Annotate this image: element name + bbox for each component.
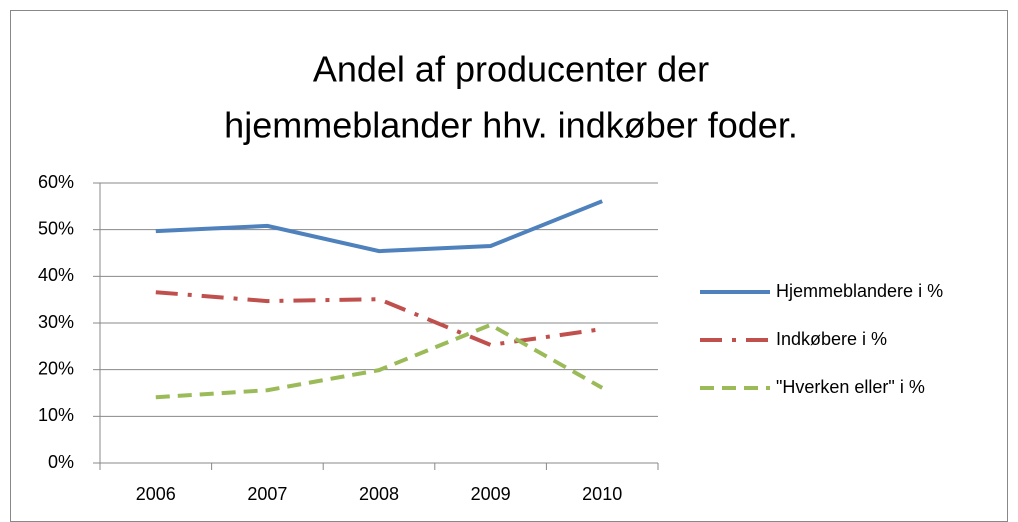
x-tick-label: 2010 bbox=[582, 484, 622, 504]
legend-label: Hjemmeblandere i % bbox=[776, 281, 943, 301]
x-tick-label: 2007 bbox=[247, 484, 287, 504]
data-line bbox=[155, 199, 603, 254]
chart-title: Andel af producenter der bbox=[313, 49, 709, 90]
x-tick-label: 2006 bbox=[136, 484, 176, 504]
y-tick-label: 10% bbox=[38, 405, 74, 425]
data-line bbox=[155, 322, 604, 400]
x-tick-label: 2009 bbox=[471, 484, 511, 504]
y-tick-label: 0% bbox=[48, 452, 74, 472]
y-tick-label: 40% bbox=[38, 265, 74, 285]
data-line bbox=[155, 290, 603, 347]
x-tick-label: 2008 bbox=[359, 484, 399, 504]
legend-label: "Hverken eller" i % bbox=[776, 377, 925, 397]
chart-frame bbox=[10, 10, 1008, 522]
y-tick-label: 60% bbox=[38, 172, 74, 192]
legend-label: Indkøbere i % bbox=[776, 329, 887, 349]
y-tick-label: 30% bbox=[38, 312, 74, 332]
y-tick-label: 20% bbox=[38, 358, 74, 378]
y-tick-label: 50% bbox=[38, 218, 74, 238]
chart-title: hjemmeblander hhv. indkøber foder. bbox=[224, 105, 798, 146]
